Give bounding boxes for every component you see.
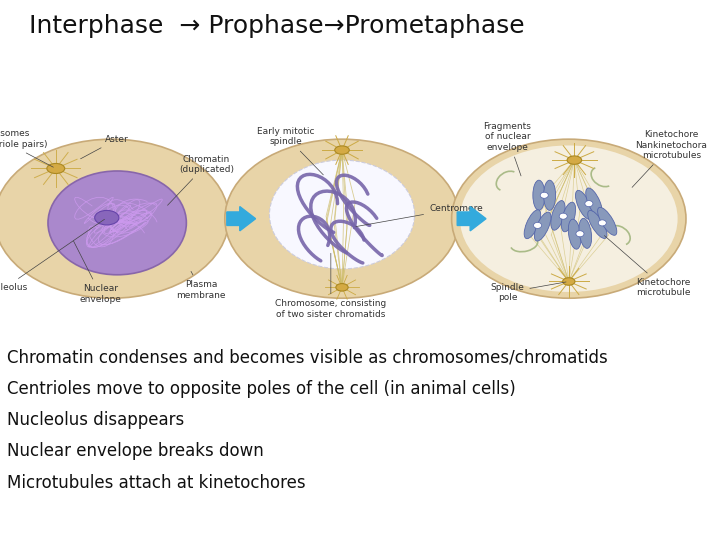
Circle shape	[540, 192, 548, 198]
Text: Aster: Aster	[81, 134, 129, 159]
Text: Centromere: Centromere	[356, 204, 483, 227]
Ellipse shape	[598, 207, 617, 235]
Ellipse shape	[579, 218, 592, 248]
Text: Spindle
pole: Spindle pole	[490, 282, 566, 302]
FancyArrow shape	[227, 206, 256, 231]
Text: Chromosome, consisting
of two sister chromatids: Chromosome, consisting of two sister chr…	[275, 253, 387, 319]
Text: Nuclear
envelope: Nuclear envelope	[73, 241, 122, 303]
Ellipse shape	[451, 139, 686, 298]
Ellipse shape	[562, 202, 575, 232]
Ellipse shape	[533, 180, 545, 210]
Text: Chromatin condenses and becomes visible as chromosomes/chromatids: Chromatin condenses and becomes visible …	[7, 348, 608, 366]
Text: Early mitotic
spindle: Early mitotic spindle	[258, 127, 323, 175]
Text: Nucleolus disappears: Nucleolus disappears	[7, 411, 184, 429]
Text: Nuclear envelope breaks down: Nuclear envelope breaks down	[7, 442, 264, 460]
Ellipse shape	[460, 145, 678, 292]
Circle shape	[598, 220, 606, 226]
Circle shape	[534, 222, 541, 228]
Ellipse shape	[225, 139, 459, 298]
Ellipse shape	[562, 278, 575, 285]
Text: Nucleolus: Nucleolus	[0, 219, 104, 292]
Ellipse shape	[0, 139, 229, 298]
Text: Centrioles move to opposite poles of the cell (in animal cells): Centrioles move to opposite poles of the…	[7, 380, 516, 397]
Ellipse shape	[588, 211, 607, 239]
Circle shape	[585, 201, 593, 207]
Ellipse shape	[335, 146, 349, 154]
Circle shape	[559, 213, 567, 219]
Text: Plasma
membrane: Plasma membrane	[176, 272, 225, 300]
Circle shape	[269, 160, 415, 269]
Text: Chromatin
(duplicated): Chromatin (duplicated)	[168, 154, 234, 205]
Text: Kinetochore
microtubule: Kinetochore microtubule	[604, 235, 691, 297]
Ellipse shape	[544, 180, 556, 210]
Text: Interphase  → Prophase→Prometaphase: Interphase → Prophase→Prometaphase	[29, 14, 524, 37]
Ellipse shape	[336, 284, 348, 291]
Ellipse shape	[534, 212, 551, 241]
FancyArrow shape	[457, 206, 486, 231]
Text: Fragments
of nuclear
envelope: Fragments of nuclear envelope	[484, 122, 531, 176]
Ellipse shape	[551, 200, 565, 230]
Ellipse shape	[567, 156, 582, 164]
Text: Microtubules attach at kinetochores: Microtubules attach at kinetochores	[7, 474, 306, 491]
Ellipse shape	[47, 164, 65, 173]
Ellipse shape	[95, 211, 119, 225]
Text: Centrosomes
(with centriole pairs): Centrosomes (with centriole pairs)	[0, 130, 53, 167]
Ellipse shape	[575, 191, 592, 219]
Text: Kinetochore
Nankinetochora
microtubules: Kinetochore Nankinetochora microtubules	[632, 130, 708, 187]
Circle shape	[576, 231, 584, 237]
Ellipse shape	[586, 188, 602, 217]
Ellipse shape	[568, 219, 581, 249]
Ellipse shape	[524, 210, 541, 239]
Circle shape	[48, 171, 186, 275]
